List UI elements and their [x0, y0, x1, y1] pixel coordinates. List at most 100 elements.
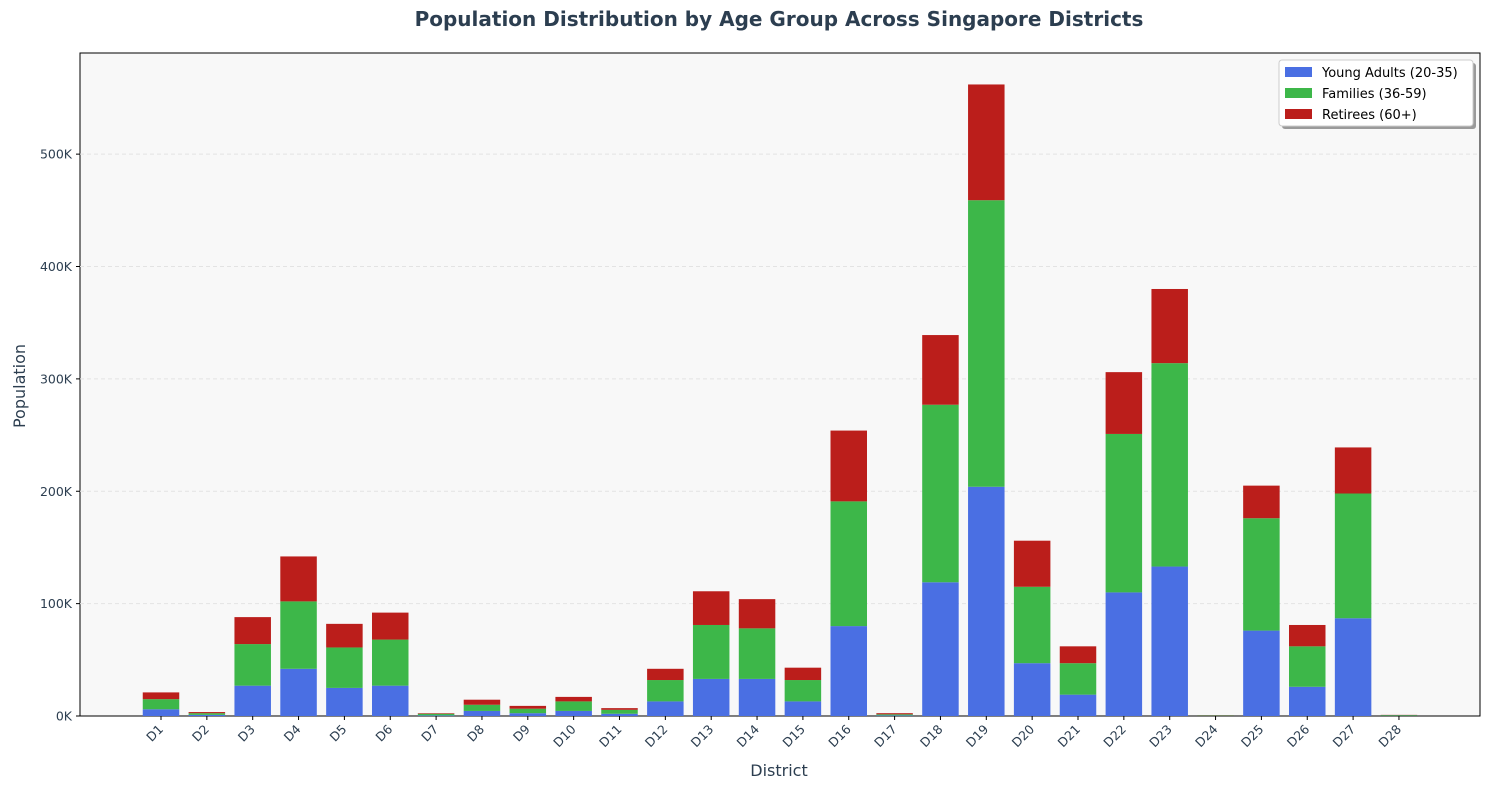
bar-segment-D15-retirees — [785, 668, 822, 680]
bar-segment-D16-young-adults — [831, 626, 868, 716]
bar-segment-D4-retirees — [280, 556, 317, 601]
bar-segment-D5-families — [326, 647, 363, 687]
y-tick-label: 400K — [40, 259, 73, 274]
bar-segment-D27-retirees — [1335, 447, 1372, 493]
bar-segment-D10-retirees — [555, 697, 592, 701]
bar-segment-D12-families — [647, 680, 684, 701]
bar-segment-D15-young-adults — [785, 701, 822, 716]
bar-segment-D25-retirees — [1243, 486, 1280, 519]
bar-segment-D3-retirees — [234, 617, 271, 644]
bar-segment-D20-families — [1014, 587, 1051, 663]
x-tick-label: D21 — [1054, 722, 1083, 751]
y-tick-label: 300K — [40, 371, 73, 386]
bar-segment-D21-retirees — [1060, 646, 1097, 663]
bar-segment-D25-young-adults — [1243, 631, 1280, 716]
legend-label: Retirees (60+) — [1322, 108, 1417, 123]
bar-segment-D17-retirees — [876, 713, 913, 714]
y-tick-label: 0K — [56, 709, 73, 724]
bar-segment-D26-retirees — [1289, 625, 1326, 646]
x-tick-label: D16 — [825, 721, 854, 750]
bar-segment-D17-young-adults — [876, 715, 913, 716]
bar-segment-D12-young-adults — [647, 701, 684, 716]
bar-segment-D14-retirees — [739, 599, 776, 628]
bar-segment-D10-families — [555, 701, 592, 711]
bar-segment-D27-young-adults — [1335, 618, 1372, 716]
x-tick-label: D20 — [1009, 721, 1038, 750]
bar-segment-D8-families — [464, 705, 501, 711]
bar-segment-D13-retirees — [693, 591, 730, 625]
bar-segment-D2-young-adults — [189, 715, 226, 716]
x-tick-label: D27 — [1330, 722, 1359, 751]
bar-segment-D22-retirees — [1106, 372, 1143, 434]
x-tick-label: D5 — [326, 722, 349, 745]
bar-segment-D21-families — [1060, 663, 1097, 694]
x-tick-label: D4 — [281, 721, 304, 744]
bar-segment-D28-families — [1381, 715, 1418, 716]
bar-segment-D2-families — [189, 713, 226, 715]
bar-segment-D25-families — [1243, 518, 1280, 630]
x-tick-label: D23 — [1146, 722, 1175, 751]
bar-segment-D7-young-adults — [418, 715, 455, 716]
legend-label: Families (36-59) — [1322, 87, 1427, 102]
chart-title: Population Distribution by Age Group Acr… — [415, 7, 1144, 31]
bar-segment-D19-families — [968, 200, 1005, 487]
x-tick-label: D22 — [1100, 722, 1129, 751]
bar-segment-D22-young-adults — [1106, 592, 1143, 716]
x-tick-label: D18 — [917, 721, 946, 750]
bar-segment-D16-families — [831, 501, 868, 626]
bar-segment-D2-retirees — [189, 712, 226, 713]
x-tick-label: D10 — [550, 721, 579, 750]
bar-segment-D19-young-adults — [968, 487, 1005, 716]
bar-segment-D5-retirees — [326, 624, 363, 648]
legend-swatch — [1285, 67, 1312, 77]
x-tick-label: D8 — [464, 721, 487, 744]
x-axis-label: District — [750, 761, 807, 780]
x-tick-label: D25 — [1238, 722, 1267, 751]
bar-segment-D1-families — [143, 699, 180, 709]
bar-segment-D16-retirees — [831, 431, 868, 502]
legend-label: Young Adults (20-35) — [1321, 66, 1458, 81]
x-tick-label: D19 — [963, 721, 992, 750]
bar-segment-D4-young-adults — [280, 669, 317, 716]
bar-segment-D8-young-adults — [464, 711, 501, 716]
x-tick-label: D11 — [596, 722, 625, 751]
x-tick-label: D12 — [642, 722, 671, 751]
bar-segment-D26-young-adults — [1289, 687, 1326, 716]
x-tick-label: D14 — [734, 721, 763, 750]
bar-segment-D27-families — [1335, 494, 1372, 619]
bar-segment-D5-young-adults — [326, 688, 363, 716]
legend-swatch — [1285, 109, 1312, 119]
y-tick-label: 500K — [40, 147, 73, 162]
bar-segment-D11-families — [601, 710, 638, 714]
x-tick-label: D3 — [235, 722, 258, 745]
bar-segment-D1-retirees — [143, 692, 180, 699]
bar-segment-D19-retirees — [968, 84, 1005, 200]
bar-segment-D1-young-adults — [143, 709, 180, 716]
bar-segment-D13-young-adults — [693, 679, 730, 716]
bar-segment-D18-families — [922, 405, 959, 583]
x-tick-label: D7 — [418, 722, 441, 745]
bar-segment-D14-families — [739, 628, 776, 679]
bar-segment-D6-families — [372, 640, 409, 686]
bar-segment-D7-retirees — [418, 713, 455, 714]
bar-segment-D11-young-adults — [601, 714, 638, 716]
bar-segment-D20-young-adults — [1014, 663, 1051, 716]
bar-segment-D18-young-adults — [922, 582, 959, 716]
bar-segment-D21-young-adults — [1060, 695, 1097, 716]
x-tick-label: D24 — [1192, 721, 1221, 750]
bar-segment-D22-families — [1106, 434, 1143, 592]
bar-segment-D14-young-adults — [739, 679, 776, 716]
x-tick-label: D1 — [143, 722, 166, 745]
bar-segment-D9-young-adults — [510, 713, 547, 716]
bar-segment-D13-families — [693, 625, 730, 679]
bar-segment-D20-retirees — [1014, 541, 1051, 587]
x-tick-label: D6 — [372, 721, 395, 744]
x-tick-label: D13 — [688, 722, 717, 751]
legend: Young Adults (20-35) Families (36-59) Reti… — [1279, 60, 1476, 129]
x-tick-label: D26 — [1284, 721, 1313, 750]
bar-segment-D23-families — [1151, 363, 1188, 566]
